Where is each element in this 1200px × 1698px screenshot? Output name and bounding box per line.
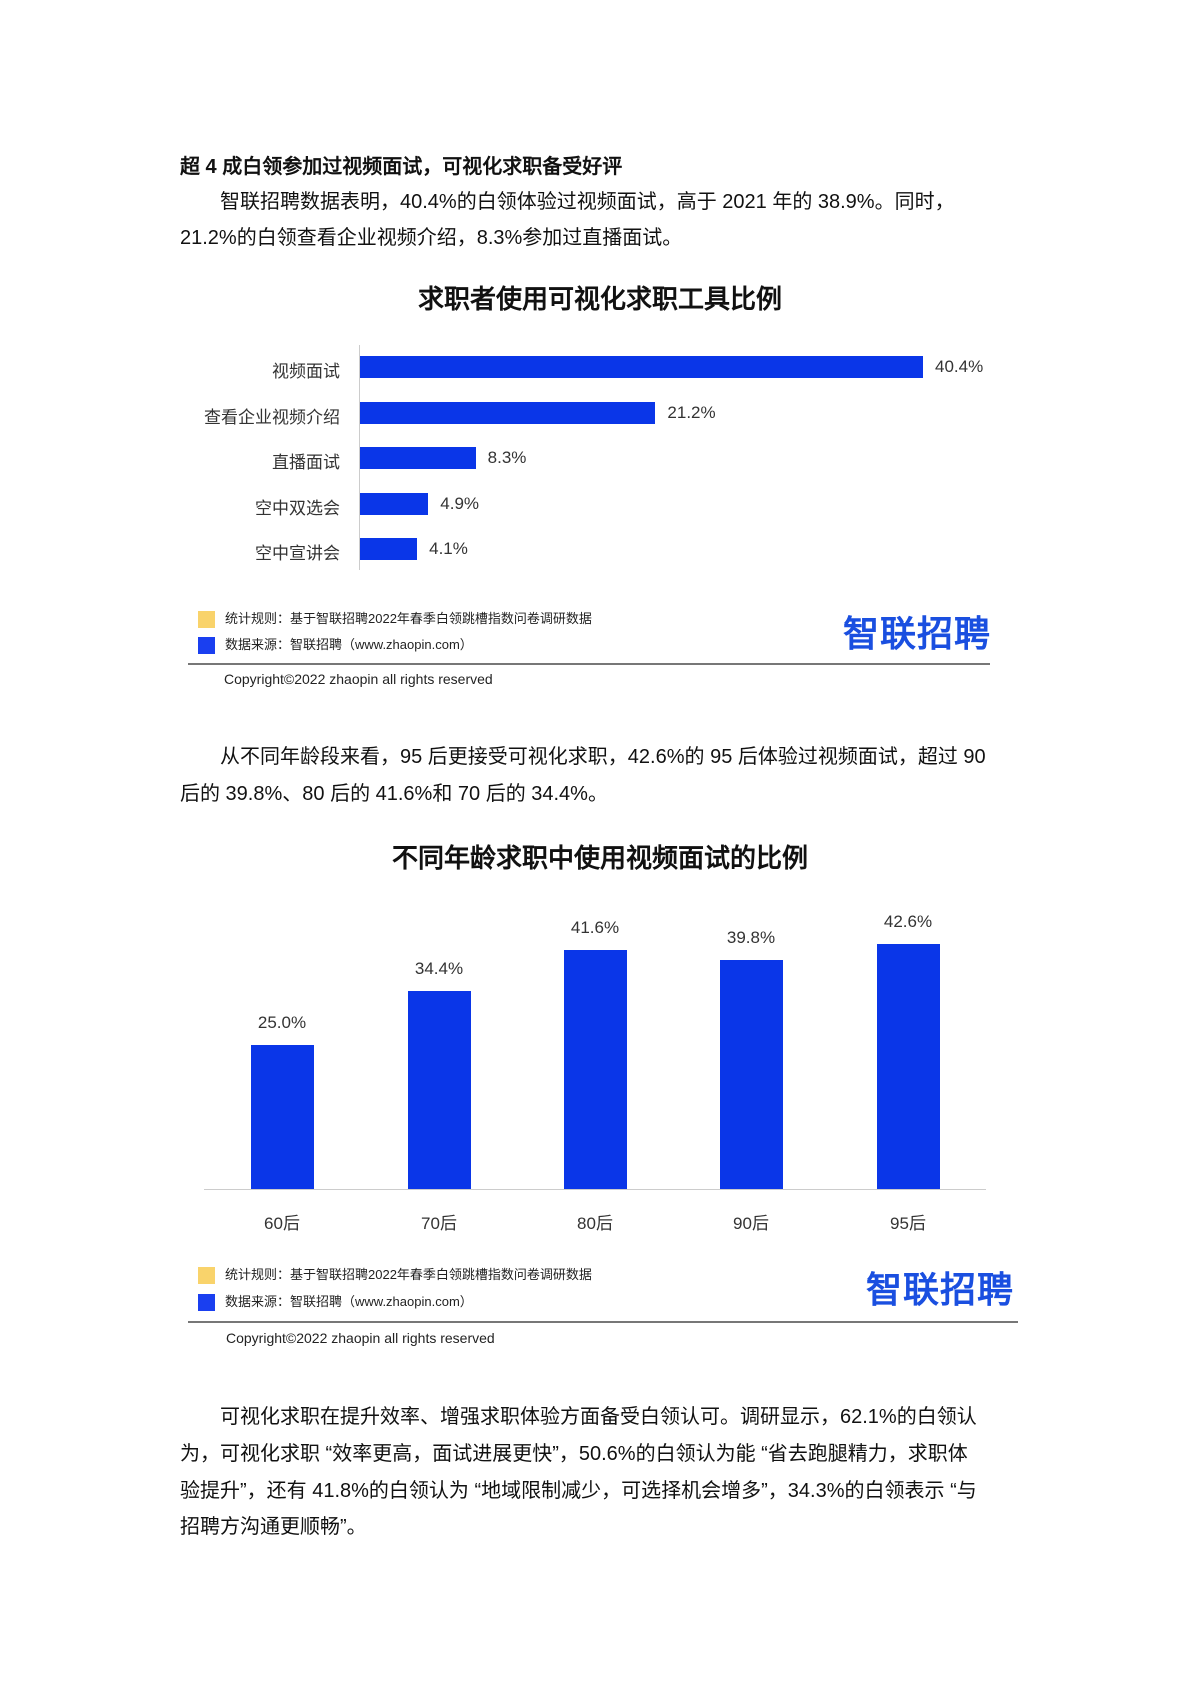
value-label: 25.0%	[257, 1013, 307, 1033]
paragraph-1-line: 21.2%的白领查看企业视频介绍，8.3%参加过直播面试。	[180, 227, 683, 249]
bar	[719, 960, 783, 1189]
chart1-title: 求职者使用可视化求职工具比例	[417, 284, 782, 314]
value-label: 40.4%	[935, 357, 984, 376]
section-heading: 超 4 成白领参加过视频面试，可视化求职备受好评	[180, 156, 623, 178]
category-label: 空中双选会	[255, 498, 340, 518]
value-label: 34.4%	[414, 959, 464, 979]
blue-swatch	[198, 637, 215, 655]
rule-text: 统计规则：基于智联招聘2022年春季白领跳槽指数问卷调研数据	[225, 611, 592, 626]
copyright: Copyright©2022 zhaopin all rights reserv…	[226, 1330, 495, 1346]
yellow-swatch	[198, 611, 215, 629]
paragraph-3-line: 为，可视化求职 “效率更高，面试进展更快”，50.6%的白领认为能 “省去跑腿精…	[180, 1443, 968, 1465]
y-axis-line	[359, 345, 360, 570]
value-label: 42.6%	[883, 912, 933, 931]
value-label: 8.3%	[487, 448, 527, 467]
zhaopin-logo: 智联招聘	[843, 613, 992, 654]
source-text: 数据来源：智联招聘（www.zhaopin.com）	[225, 1294, 473, 1309]
paragraph-2-line: 从不同年龄段来看，95 后更接受可视化求职，42.6%的 95 后体验过视频面试…	[180, 746, 986, 768]
value-label: 4.1%	[429, 539, 468, 558]
legend-rule: 统计规则：基于智联招聘2022年春季白领跳槽指数问卷调研数据	[198, 1264, 592, 1285]
bar	[360, 492, 429, 515]
legend-rule: 统计规则：基于智联招聘2022年春季白领跳槽指数问卷调研数据	[198, 608, 592, 629]
category-label: 95后	[890, 1214, 926, 1233]
paragraph-3-line: 招聘方沟通更顺畅”。	[180, 1516, 367, 1538]
yellow-swatch	[198, 1267, 215, 1285]
category-label: 90后	[733, 1214, 769, 1233]
category-label: 60后	[264, 1214, 300, 1233]
bar	[876, 944, 940, 1189]
copyright: Copyright©2022 zhaopin all rights reserv…	[224, 671, 493, 687]
value-label: 39.8%	[726, 928, 776, 948]
category-label: 查看企业视频介绍	[204, 407, 340, 427]
value-label: 41.6%	[570, 917, 620, 937]
paragraph-3-line: 可视化求职在提升效率、增强求职体验方面备受白领认可。调研显示，62.1%的白领认	[180, 1406, 977, 1428]
rule-text: 统计规则：基于智联招聘2022年春季白领跳槽指数问卷调研数据	[225, 1267, 592, 1282]
bar	[407, 991, 471, 1189]
category-label: 70后	[421, 1214, 457, 1233]
bar	[360, 356, 923, 378]
value-label: 21.2%	[667, 402, 716, 422]
legend-source: 数据来源：智联招聘（www.zhaopin.com）	[198, 634, 473, 655]
paragraph-1-line: 智联招聘数据表明，40.4%的白领体验过视频面试，高于 2021 年的 38.9…	[180, 191, 955, 213]
value-label: 4.9%	[440, 493, 480, 513]
zhaopin-logo: 智联招聘	[866, 1269, 1015, 1310]
category-label: 视频面试	[272, 362, 340, 381]
bar	[360, 538, 418, 560]
divider	[188, 663, 990, 665]
category-label: 80后	[577, 1214, 613, 1233]
category-label: 直播面试	[272, 453, 340, 472]
bar	[360, 447, 476, 469]
blue-swatch	[198, 1294, 215, 1312]
chart2-title: 不同年龄求职中使用视频面试的比例	[391, 843, 808, 873]
source-text: 数据来源：智联招聘（www.zhaopin.com）	[225, 637, 473, 652]
divider	[188, 1321, 1018, 1323]
bar	[563, 949, 627, 1189]
paragraph-2-line: 后的 39.8%、80 后的 41.6%和 70 后的 34.4%。	[180, 783, 608, 805]
bar	[250, 1045, 314, 1189]
category-label: 空中宣讲会	[255, 544, 340, 563]
bar	[360, 401, 656, 424]
paragraph-3-line: 验提升”，还有 41.8%的白领认为 “地域限制减少，可选择机会增多”，34.3…	[180, 1480, 977, 1502]
legend-source: 数据来源：智联招聘（www.zhaopin.com）	[198, 1291, 473, 1312]
x-axis-line	[204, 1189, 986, 1190]
